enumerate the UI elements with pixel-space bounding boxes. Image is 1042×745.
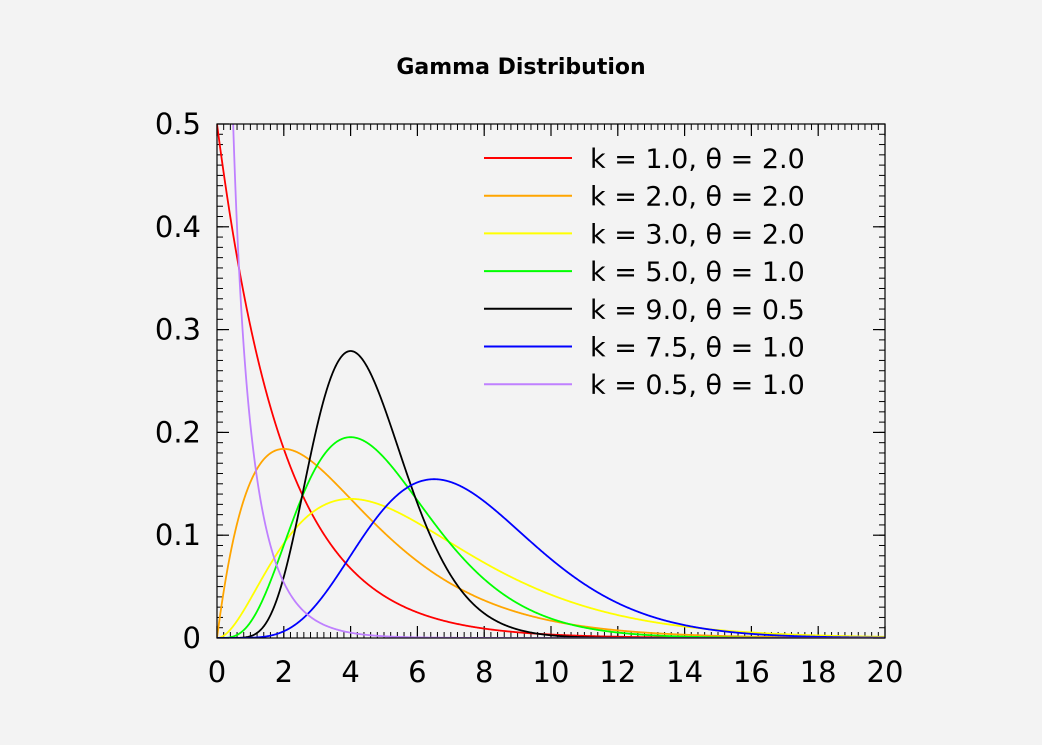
series-line (217, 478, 885, 638)
y-tick-label: 0 (183, 621, 201, 655)
chart-title: Gamma Distribution (396, 55, 645, 80)
x-tick-label: 18 (800, 655, 837, 689)
y-tick-label: 0.5 (155, 107, 201, 141)
x-tick-label: 2 (275, 655, 293, 689)
legend-label: k = 7.5, θ = 1.0 (590, 333, 805, 364)
legend-label: k = 9.0, θ = 0.5 (590, 295, 805, 326)
y-tick-label: 0.3 (155, 313, 201, 347)
x-tick-label: 6 (408, 655, 426, 689)
legend: k = 1.0, θ = 2.0 k = 2.0, θ = 2.0 k = 3.0,… (484, 144, 805, 401)
x-tick-label: 12 (599, 655, 636, 689)
x-tick-label: 20 (867, 655, 904, 689)
x-tick-label: 4 (341, 655, 359, 689)
legend-label: k = 3.0, θ = 2.0 (590, 219, 805, 250)
y-tick-label: 0.4 (155, 210, 201, 244)
legend-label: k = 2.0, θ = 2.0 (590, 182, 805, 213)
x-tick-labels: 0 2 4 6 8 10 12 14 16 18 20 (208, 655, 904, 689)
plot-frame (216, 123, 886, 639)
x-tick-label: 16 (733, 655, 770, 689)
y-tick-label: 0.1 (155, 518, 201, 552)
x-tick-label: 14 (666, 655, 703, 689)
series-line (217, 350, 885, 638)
y-tick-label: 0.2 (155, 415, 201, 449)
legend-label: k = 0.5, θ = 1.0 (590, 370, 805, 401)
series-line (217, 436, 885, 638)
x-tick-label: 0 (208, 655, 226, 689)
x-tick-label: 10 (533, 655, 570, 689)
legend-label: k = 1.0, θ = 2.0 (590, 144, 805, 175)
series-line (217, 448, 885, 638)
x-tick-label: 8 (475, 655, 493, 689)
legend-label: k = 5.0, θ = 1.0 (590, 257, 805, 288)
y-tick-labels: 0 0.1 0.2 0.3 0.4 0.5 (155, 107, 201, 655)
series-line (217, 497, 885, 638)
